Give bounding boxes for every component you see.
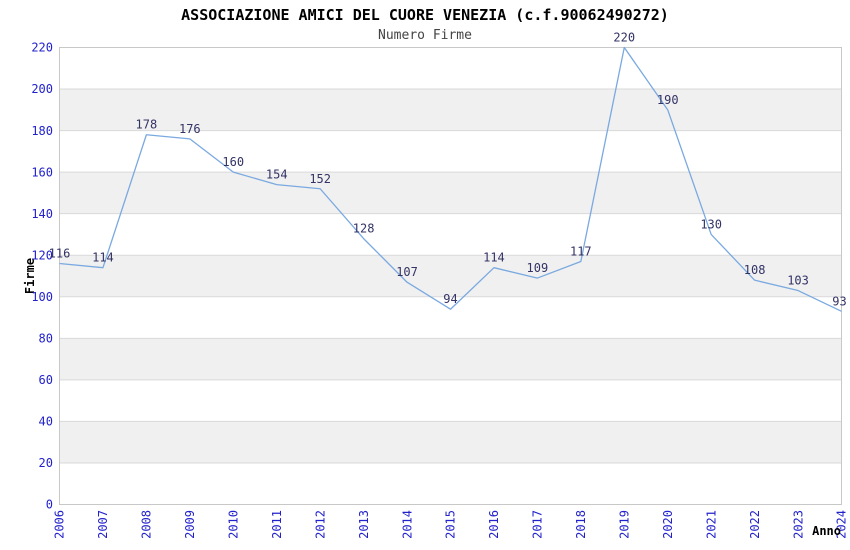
x-tick-label: 2010 (226, 510, 240, 539)
y-tick-label: 20 (39, 456, 53, 470)
x-tick-label: 2015 (444, 510, 458, 539)
data-point-label: 220 (613, 31, 635, 45)
data-point-label: 130 (700, 217, 722, 231)
y-tick-label: 120 (31, 248, 53, 262)
plot-band (59, 255, 842, 297)
y-tick-label: 140 (31, 207, 53, 221)
x-tick-label: 2021 (704, 510, 718, 539)
data-point-label: 103 (787, 274, 809, 288)
x-tick-label: 2006 (53, 510, 67, 539)
y-tick-label: 40 (39, 415, 53, 429)
data-point-label: 116 (49, 247, 71, 261)
data-point-label: 109 (527, 261, 549, 275)
x-tick-label: 2007 (96, 510, 110, 539)
y-tick-label: 0 (46, 498, 53, 512)
y-tick-label: 180 (31, 124, 53, 138)
data-point-label: 128 (353, 222, 375, 236)
y-tick-label: 80 (39, 332, 53, 346)
data-point-label: 93 (832, 294, 846, 308)
x-tick-label: 2013 (357, 510, 371, 539)
x-tick-label: 2009 (183, 510, 197, 539)
plot-band (59, 172, 842, 214)
x-tick-label: 2024 (835, 510, 849, 539)
plot-band (59, 338, 842, 380)
data-point-label: 94 (443, 292, 457, 306)
y-tick-label: 220 (31, 41, 53, 55)
data-point-label: 176 (179, 122, 201, 136)
plot-border (59, 47, 842, 505)
y-tick-label: 160 (31, 165, 53, 179)
data-point-label: 154 (266, 168, 288, 182)
data-point-label: 117 (570, 244, 592, 258)
x-tick-label: 2012 (313, 510, 327, 539)
data-point-label: 114 (483, 251, 505, 265)
data-point-label: 107 (396, 265, 418, 279)
data-point-label: 190 (657, 93, 679, 107)
x-tick-label: 2016 (487, 510, 501, 539)
data-point-label: 114 (92, 251, 114, 265)
data-point-label: 108 (744, 263, 766, 277)
data-point-label: 178 (136, 118, 158, 132)
x-tick-label: 2014 (400, 510, 414, 539)
x-tick-label: 2008 (140, 510, 154, 539)
x-tick-label: 2011 (270, 510, 284, 539)
x-tick-label: 2023 (791, 510, 805, 539)
plot-band (59, 421, 842, 463)
y-tick-label: 200 (31, 82, 53, 96)
x-tick-label: 2018 (574, 510, 588, 539)
y-tick-label: 100 (31, 290, 53, 304)
data-point-label: 152 (309, 172, 331, 186)
chart-subtitle: Numero Firme (378, 28, 472, 43)
plot-band (59, 89, 842, 131)
x-tick-label: 2020 (661, 510, 675, 539)
chart-title: ASSOCIAZIONE AMICI DEL CUORE VENEZIA (c.… (181, 6, 669, 24)
y-tick-label: 60 (39, 373, 53, 387)
data-point-label: 160 (222, 155, 244, 169)
line-series (59, 46, 842, 312)
x-tick-label: 2022 (748, 510, 762, 539)
x-tick-label: 2017 (531, 510, 545, 539)
x-tick-label: 2019 (617, 510, 631, 539)
x-axis-title: Anno (812, 524, 841, 538)
